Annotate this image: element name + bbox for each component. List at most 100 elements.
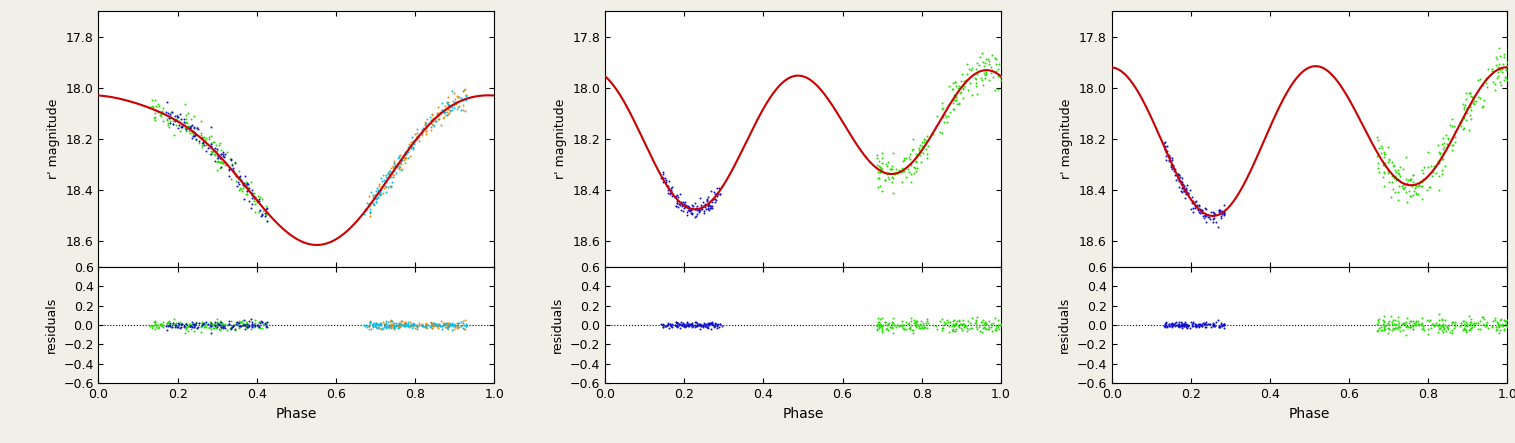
Point xyxy=(1459,102,1483,109)
Point xyxy=(1189,322,1214,329)
Point xyxy=(1174,322,1198,329)
Point xyxy=(930,321,954,328)
Point xyxy=(197,136,221,143)
Point xyxy=(685,321,709,328)
Point xyxy=(1365,152,1389,159)
Point xyxy=(1492,76,1515,83)
Point xyxy=(703,199,727,206)
Point xyxy=(358,208,382,215)
Point xyxy=(156,323,180,330)
Point xyxy=(206,141,230,148)
Point xyxy=(1209,322,1233,329)
Point xyxy=(938,319,962,326)
Point xyxy=(942,327,967,334)
Point xyxy=(433,321,458,328)
Point xyxy=(1392,321,1417,328)
Point xyxy=(658,321,682,328)
Point xyxy=(155,98,179,105)
Point xyxy=(412,124,436,132)
Point xyxy=(1429,324,1453,331)
Point xyxy=(236,323,261,330)
Point xyxy=(691,198,715,206)
Point xyxy=(355,199,379,206)
Point xyxy=(677,207,701,214)
Point xyxy=(248,318,273,325)
Point xyxy=(883,170,907,177)
Point xyxy=(1388,327,1412,334)
Point xyxy=(156,318,180,325)
Point xyxy=(433,112,458,119)
Point xyxy=(239,190,264,197)
Point xyxy=(211,160,235,167)
Point xyxy=(1164,322,1188,329)
Point xyxy=(1397,176,1421,183)
Point xyxy=(1491,322,1515,329)
Point xyxy=(1157,156,1182,163)
Point xyxy=(374,189,398,196)
Point xyxy=(683,214,708,221)
Point xyxy=(1386,325,1410,332)
Point xyxy=(708,190,732,198)
Point xyxy=(1373,159,1397,166)
Point xyxy=(891,325,915,332)
Point xyxy=(205,142,229,149)
Point xyxy=(865,326,889,334)
Point xyxy=(868,321,892,328)
Point xyxy=(394,322,418,329)
Point xyxy=(691,320,715,327)
Point xyxy=(653,322,677,329)
Point xyxy=(1485,53,1509,60)
Point xyxy=(1488,330,1512,337)
Point xyxy=(1174,187,1198,194)
Point xyxy=(398,322,423,329)
Point xyxy=(364,191,388,198)
Point xyxy=(436,101,461,109)
Point xyxy=(450,322,474,329)
Point xyxy=(698,204,723,211)
Point xyxy=(674,319,698,326)
Point xyxy=(394,148,418,155)
Point xyxy=(148,108,173,115)
Point xyxy=(424,117,448,124)
Point xyxy=(438,102,462,109)
Point xyxy=(176,321,200,328)
Point xyxy=(414,128,438,135)
Point xyxy=(1373,163,1397,170)
Point xyxy=(198,123,223,130)
Point xyxy=(221,167,245,175)
Point xyxy=(400,325,424,332)
Point xyxy=(1453,110,1477,117)
Point xyxy=(964,82,988,89)
Point xyxy=(1451,327,1476,334)
Point xyxy=(392,320,417,327)
Point xyxy=(1186,206,1210,213)
Point xyxy=(188,319,212,326)
Point xyxy=(209,318,233,325)
Point xyxy=(685,210,709,218)
Point xyxy=(698,319,723,326)
Point xyxy=(385,319,409,326)
Point xyxy=(214,150,238,157)
Point xyxy=(868,323,892,330)
Point xyxy=(912,324,936,331)
Point xyxy=(1165,321,1189,328)
Point xyxy=(242,316,267,323)
Point xyxy=(233,181,258,188)
Point xyxy=(1203,210,1227,218)
Point xyxy=(903,167,927,174)
Point xyxy=(886,166,911,173)
Point xyxy=(423,118,447,125)
Point xyxy=(1209,323,1233,330)
Point xyxy=(1430,155,1454,162)
Point xyxy=(247,318,271,325)
Point xyxy=(432,321,456,328)
Point xyxy=(691,207,715,214)
Point xyxy=(191,144,215,151)
Point xyxy=(1397,319,1421,326)
Point xyxy=(442,320,467,327)
Point xyxy=(1417,184,1441,191)
Point xyxy=(220,323,244,330)
Point xyxy=(447,103,471,110)
Point xyxy=(947,90,971,97)
Point xyxy=(974,321,998,328)
